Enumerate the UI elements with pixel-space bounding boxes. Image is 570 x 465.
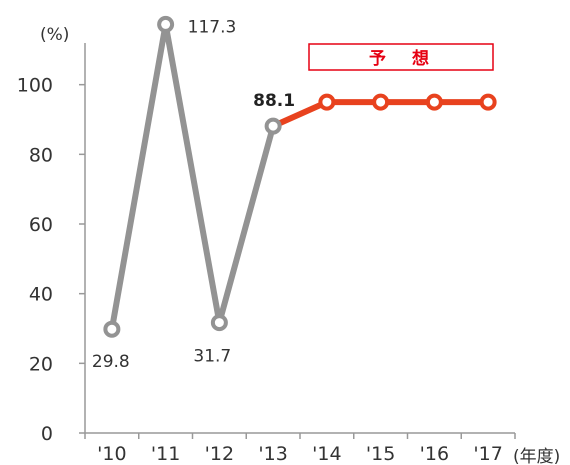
x-tick-label: '12 — [205, 443, 234, 465]
x-tick-label: '17 — [473, 443, 502, 465]
x-tick-label: '13 — [258, 443, 287, 465]
y-axis-unit-label: (%) — [40, 25, 69, 45]
y-tick-label: 20 — [29, 353, 53, 375]
data-point — [103, 320, 121, 338]
data-label: 31.7 — [193, 347, 231, 367]
data-point — [264, 117, 282, 135]
data-point — [318, 93, 336, 111]
y-tick-label: 60 — [29, 214, 53, 236]
x-axis-unit-label: (年度) — [513, 447, 560, 465]
data-label: 88.1 — [253, 91, 295, 111]
series-line-1 — [108, 23, 277, 330]
forecast-box: 予 想 — [308, 43, 494, 71]
data-label: 29.8 — [92, 352, 130, 372]
data-point — [479, 93, 497, 111]
y-tick-label: 40 — [29, 284, 53, 306]
y-tick-label: 100 — [17, 75, 53, 97]
x-tick-label: '14 — [312, 443, 341, 465]
data-point — [157, 15, 175, 33]
y-tick-label: 80 — [29, 144, 53, 166]
x-tick-label: '11 — [151, 443, 180, 465]
y-tick-label: 0 — [41, 423, 53, 445]
x-tick-label: '10 — [97, 443, 126, 465]
x-tick-label: '15 — [366, 443, 395, 465]
data-point — [372, 93, 390, 111]
data-point — [425, 93, 443, 111]
x-tick-label: '16 — [420, 443, 449, 465]
forecast-label: 予 想 — [369, 48, 439, 69]
data-label: 117.3 — [188, 17, 237, 37]
data-point — [210, 314, 228, 332]
